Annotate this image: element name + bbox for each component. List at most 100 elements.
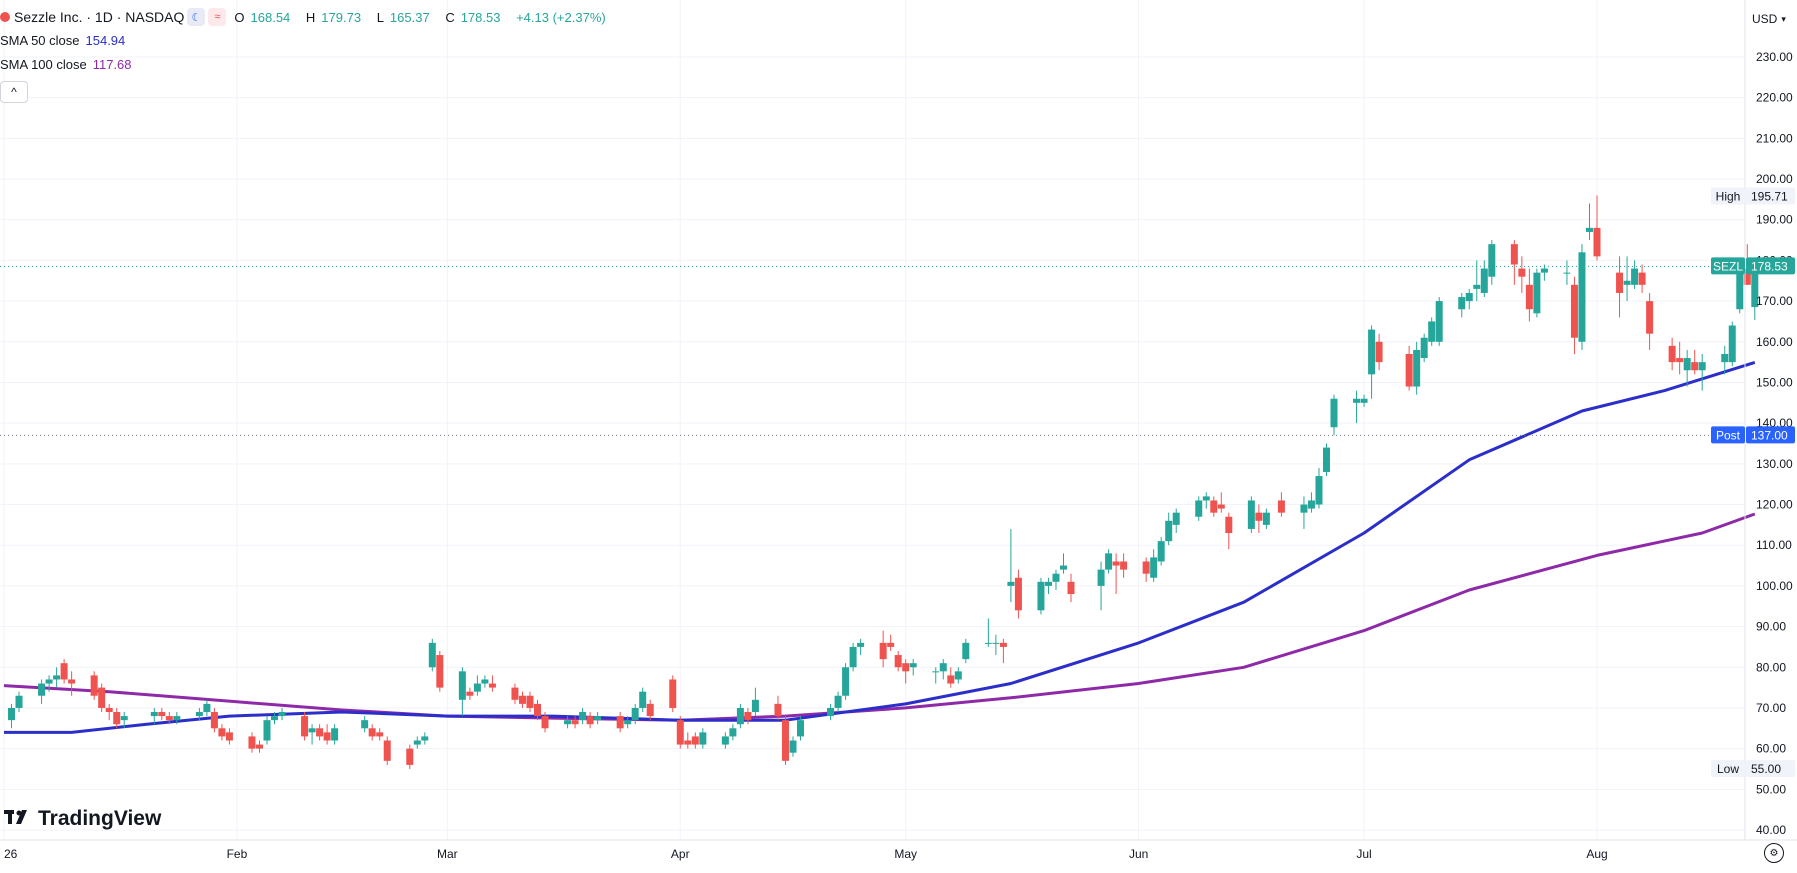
candle-body (1525, 284, 1533, 310)
sma-100-name: SMA 100 close (0, 57, 87, 72)
price-tick-label: 100.00 (1756, 579, 1793, 593)
candle (1728, 321, 1736, 367)
candle (962, 638, 970, 664)
candle-body (579, 712, 587, 721)
sma-100-value: 117.68 (92, 57, 132, 72)
candle-body (736, 707, 744, 725)
candle (203, 699, 211, 717)
candle (210, 707, 218, 733)
candle (624, 716, 632, 729)
candle-body (301, 716, 309, 737)
price-axis: 230.00220.00210.00200.00190.00180.00170.… (1756, 50, 1793, 837)
candle (308, 724, 316, 745)
candle-body (1353, 398, 1361, 403)
candle-body (1585, 227, 1593, 232)
candle-body (1105, 553, 1113, 570)
candle-body (834, 695, 842, 708)
candle-body (8, 707, 16, 721)
candle (1668, 337, 1676, 371)
sma-100-legend[interactable]: SMA 100 close 117.68 (0, 57, 132, 72)
candle-body (15, 695, 23, 708)
candle (428, 638, 436, 672)
candle (526, 691, 534, 713)
candle (53, 667, 61, 688)
candle (1315, 467, 1323, 509)
market-closed-icon[interactable]: ☾ (187, 8, 206, 26)
candle-body (1150, 557, 1158, 578)
candle-body (413, 740, 421, 745)
tradingview-wordmark: TradingView (38, 807, 162, 830)
candle (721, 732, 729, 749)
candle-body (1195, 500, 1203, 517)
candle-body (781, 720, 789, 761)
candle-body (1676, 358, 1684, 363)
candle (676, 716, 684, 749)
symbol-title: Sezzle Inc. · 1D · NASDAQ (14, 9, 185, 25)
low-label: L (376, 9, 384, 25)
candle (1225, 512, 1233, 550)
candle-body (1375, 341, 1383, 363)
close-value: 178.53 (460, 9, 501, 25)
collapse-legend-button[interactable]: ^ (0, 81, 28, 103)
candle (1037, 577, 1045, 615)
candle (1195, 496, 1203, 521)
candle-body (68, 679, 76, 684)
candle-body (38, 683, 46, 696)
currency-selector[interactable]: USD ▾ (1752, 8, 1792, 30)
candle-body (218, 728, 226, 737)
candle-body (954, 671, 962, 680)
candle (684, 732, 692, 749)
candle (278, 707, 286, 721)
time-tick-label: Jul (1356, 847, 1371, 861)
candle-body (481, 679, 489, 684)
candle (1593, 195, 1601, 261)
candle-body (1277, 500, 1285, 513)
candle (669, 675, 677, 713)
candle (1262, 508, 1270, 529)
candle (1059, 553, 1067, 574)
candle (736, 703, 744, 729)
candle-body (1518, 268, 1526, 277)
candle-body (98, 687, 106, 708)
time-tick-label: Jun (1129, 847, 1148, 861)
candle (1052, 569, 1060, 590)
candle-body (1368, 329, 1376, 375)
candle (90, 671, 98, 700)
candle (218, 724, 226, 741)
candle-body (1540, 268, 1548, 273)
candle-body (684, 740, 692, 745)
candle (376, 728, 384, 741)
candle-body (1052, 573, 1060, 582)
candle-body (646, 703, 654, 717)
candle (857, 638, 865, 656)
tradingview-logo[interactable]: TradingView (4, 806, 161, 832)
candle (1255, 504, 1263, 534)
price-tick-label: 170.00 (1756, 294, 1793, 308)
candle (271, 712, 279, 725)
candle (45, 675, 53, 692)
candle-body (45, 679, 53, 684)
candle-body (1247, 500, 1255, 529)
sma-50-value: 154.94 (85, 33, 126, 48)
candle-body (1420, 337, 1428, 359)
candle-body (271, 716, 279, 721)
settings-gear-icon[interactable]: ⚙ (1764, 843, 1784, 863)
price-tick-label: 210.00 (1756, 131, 1793, 145)
candle-body (1007, 581, 1015, 586)
chevron-up-icon: ^ (11, 85, 17, 99)
candle-body (1638, 272, 1646, 285)
candle (984, 618, 992, 647)
sma-50-legend[interactable]: SMA 50 close 154.94 (0, 33, 125, 48)
data-delay-icon[interactable]: ≈ (208, 8, 227, 26)
candle-body (436, 655, 444, 688)
candle (947, 667, 955, 688)
candle-body (113, 712, 121, 725)
candle-body (421, 736, 429, 741)
price-tag-name-bg (1711, 187, 1745, 205)
candle-body (53, 675, 61, 680)
candle-body (1631, 268, 1639, 285)
candle (1405, 345, 1413, 391)
price-tag-value-bg (1746, 187, 1795, 205)
